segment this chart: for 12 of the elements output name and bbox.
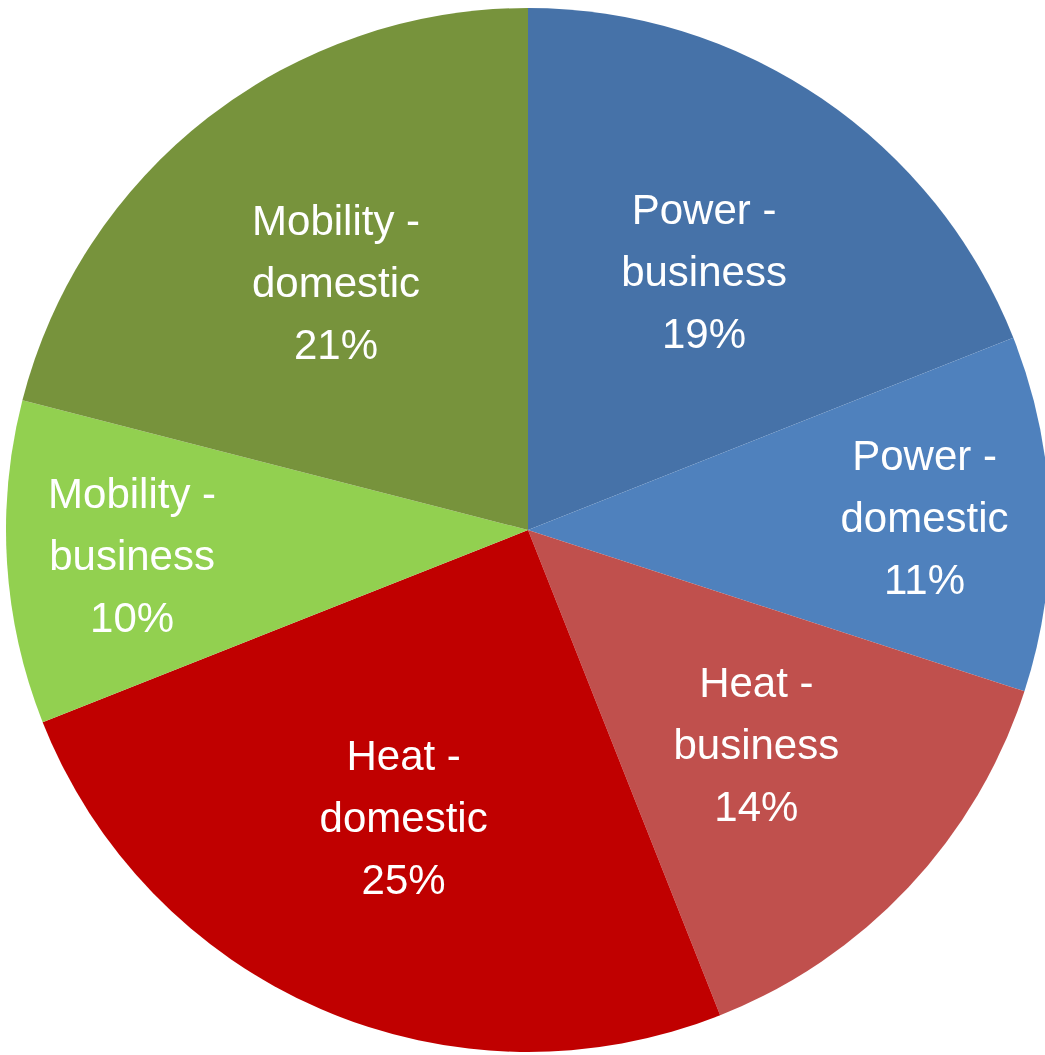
slice-label: Mobility - business [48, 469, 217, 579]
data-label: 10% [90, 593, 175, 641]
data-label: 21% [294, 321, 379, 369]
slice-label: Heat - business [673, 659, 840, 769]
slice-label: Power - domestic [840, 432, 1009, 542]
data-label: 25% [361, 856, 446, 904]
slice-label: Mobility - domestic [252, 197, 421, 307]
slice-label: Heat - domestic [319, 732, 488, 842]
slice-label: Power - business [621, 185, 787, 295]
data-label: 14% [714, 783, 799, 831]
data-label: 11% [884, 556, 965, 604]
data-label: 19% [662, 309, 747, 357]
